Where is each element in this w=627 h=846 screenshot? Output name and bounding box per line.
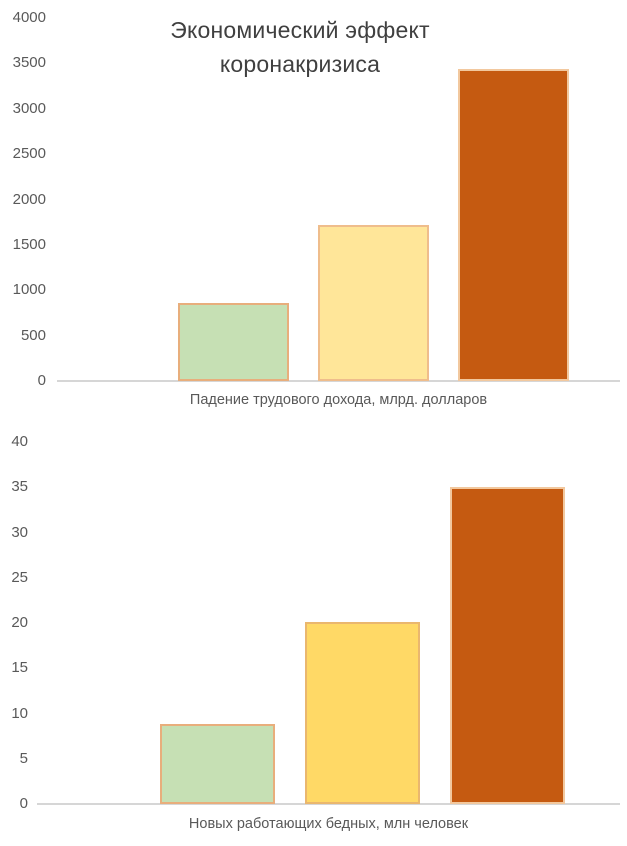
y-axis-tick-label: 30 (11, 523, 28, 541)
y-axis-tick-label: 15 (11, 659, 28, 677)
bar-scenario-3 (458, 68, 569, 381)
y-axis-tick-label: 4000 (12, 9, 46, 26)
y-axis-tick-label: 3000 (12, 99, 46, 117)
bar-scenario-3 (450, 487, 565, 804)
y-axis-tick-label: 0 (19, 795, 28, 812)
bar-scenario-1 (160, 724, 275, 804)
chart-title-line-2: коронакризиса (219, 51, 381, 77)
x-axis-label: Падение трудового дохода, млрд. долларов (189, 392, 488, 408)
x-axis-label: Новых работающих бедных, млн человек (188, 816, 469, 832)
bar-scenario-1 (178, 302, 289, 381)
y-axis-tick-label: 0 (37, 372, 46, 389)
y-axis-tick-label: 3500 (12, 54, 46, 72)
chart-title: Экономический эффект коронакризиса (0, 13, 600, 81)
y-axis-tick-label: 20 (11, 614, 28, 631)
bar-scenario-2 (318, 224, 429, 381)
bar-scenario-2 (305, 622, 420, 804)
x-axis-line (57, 380, 620, 382)
y-axis-tick-label: 10 (11, 704, 28, 722)
y-axis-tick-label: 1500 (12, 235, 46, 253)
x-axis-line (37, 803, 620, 805)
y-axis-tick-label: 35 (11, 478, 28, 496)
y-axis-tick-label: 25 (11, 568, 28, 586)
chart-title-line-1: Экономический эффект (170, 17, 430, 43)
y-axis-tick-label: 2500 (12, 145, 46, 163)
y-axis-tick-label: 500 (20, 326, 46, 344)
y-axis-tick-label: 2000 (12, 190, 46, 208)
y-axis-tick-label: 1000 (12, 281, 46, 299)
y-axis-tick-label: 5 (19, 749, 28, 767)
y-axis-tick-label: 40 (11, 433, 28, 450)
